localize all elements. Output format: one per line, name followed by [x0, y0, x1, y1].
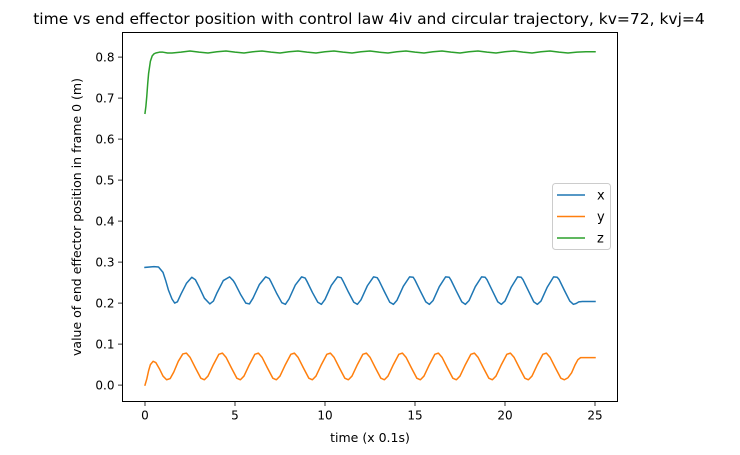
y-tick-label: 0.6 — [95, 132, 114, 146]
series-line-y — [144, 352, 596, 387]
y-tick-label: 0.4 — [95, 214, 114, 228]
y-axis-ticks: 0.0 0.1 0.2 0.3 0.4 0.5 0.6 0.7 0.8 — [95, 50, 123, 392]
y-tick-label: 0.2 — [95, 296, 114, 310]
legend-label-y: y — [597, 210, 605, 225]
y-tick-label: 0.8 — [95, 50, 114, 64]
plot-frame — [122, 32, 618, 402]
y-axis-label: value of end effector position in frame … — [69, 78, 84, 356]
x-tick-label: 25 — [587, 409, 602, 423]
y-tick-label: 0.1 — [95, 337, 114, 351]
y-tick-label: 0.7 — [95, 91, 114, 105]
series-line-x — [144, 265, 596, 306]
series-line-z — [144, 50, 596, 115]
legend-label-z: z — [597, 232, 604, 247]
x-tick-label: 20 — [497, 409, 512, 423]
series-layer — [144, 50, 596, 387]
legend: xyz — [552, 183, 611, 250]
chart-title: time vs end effector position with contr… — [33, 10, 705, 28]
x-axis-label: time (x 0.1s) — [330, 430, 410, 445]
y-tick-label: 0.3 — [95, 255, 114, 269]
x-tick-label: 5 — [231, 409, 239, 423]
y-tick-label: 0.5 — [95, 173, 114, 187]
legend-label-x: x — [597, 189, 605, 204]
x-tick-label: 0 — [141, 409, 149, 423]
y-tick-label: 0.0 — [95, 378, 114, 392]
x-tick-label: 15 — [407, 409, 422, 423]
x-axis-ticks: 0 5 10 15 20 25 — [141, 401, 603, 423]
x-tick-label: 10 — [317, 409, 332, 423]
